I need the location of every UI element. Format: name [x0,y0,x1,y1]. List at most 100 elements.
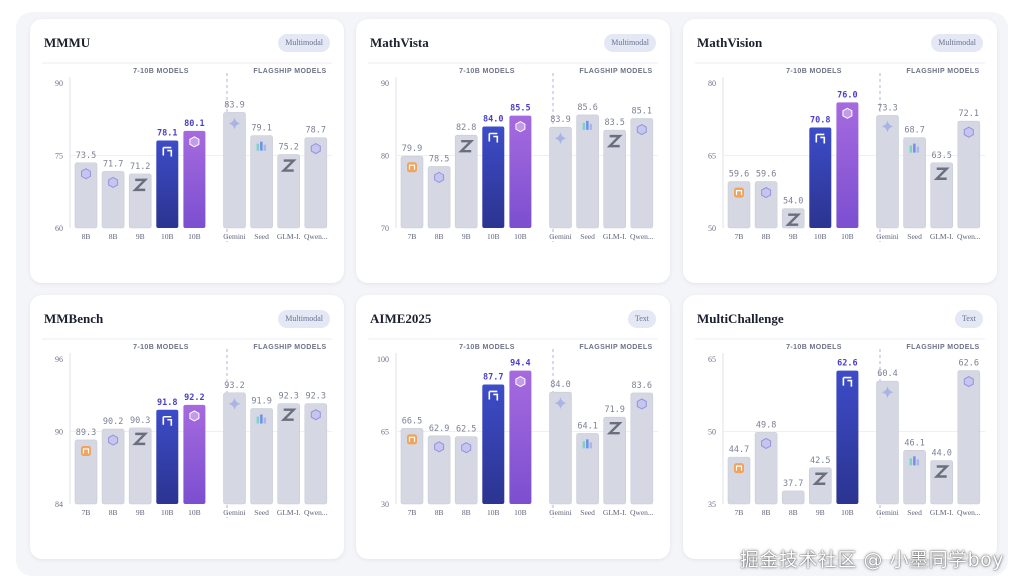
group-label-flagship: FLAGSHIP MODELS [253,68,326,75]
group-label-small: 7-10B MODELS [786,68,842,75]
bar [876,380,899,505]
value-label: 89.3 [76,428,96,438]
bar [304,403,328,505]
category-label: Seed [254,232,269,241]
bar-chart: 7-10B MODELS FLAGSHIP MODELS 65 50 35 44.7 7B 4… [695,338,985,518]
category-label: 9B [136,508,145,517]
category-badge: Text [954,310,983,328]
y-tick-label: 90 [381,79,389,88]
category-label: 10B [487,508,500,517]
gemini-icon [881,120,894,133]
value-label: 68.7 [904,126,924,136]
bar [183,130,206,228]
category-label: GLM-I. [277,232,301,241]
category-label: GLM-I. [930,508,954,517]
bar [549,126,572,229]
bar [277,403,300,505]
gemini-icon [554,397,567,410]
value-label: 93.2 [224,381,244,391]
value-label: 84.0 [483,115,503,125]
qwen-icon [761,437,772,450]
value-label: 42.5 [810,456,830,466]
y-tick-label: 90 [55,428,63,437]
group-label-small: 7-10B MODELS [459,68,515,75]
value-label: 83.9 [224,100,244,110]
bar [930,460,953,505]
value-label: 49.8 [756,420,776,430]
category-label: 7B [408,508,417,517]
bar [482,126,505,228]
category-badge: Multimodal [931,34,983,52]
category-label: 10B [841,508,854,517]
y-tick-label: 60 [55,224,63,233]
category-label: 7B [735,508,744,517]
qwen-icon [963,376,974,388]
group-label-small: 7-10B MODELS [786,344,842,351]
qwen-icon [515,121,526,133]
category-label: 8B [435,508,444,517]
glm-icon [488,132,499,143]
category-label: 9B [789,232,798,241]
zhipu-icon [280,408,297,421]
bar [454,134,478,229]
category-label: 8B [82,232,91,241]
chart-title: MathVision [697,35,763,50]
group-label-flagship: FLAGSHIP MODELS [579,68,652,75]
bar [630,118,654,229]
group-label-small: 7-10B MODELS [459,344,515,351]
bar [630,392,654,505]
category-label: Gemini [876,508,899,517]
bar [957,120,981,229]
value-label: 62.6 [837,359,857,369]
value-label: 80.1 [184,119,204,129]
category-label: GLM-I. [603,508,627,517]
category-label: 10B [161,232,174,241]
chart-title: MathVista [370,35,429,50]
group-label-small: 7-10B MODELS [133,68,189,75]
value-label: 79.1 [251,124,271,134]
category-label: Seed [580,232,595,241]
category-label: Gemini [549,508,572,517]
mi-icon [407,162,417,173]
dashboard-frame: MMMU Multimodal 7-10B MODELS FLAGSHIP MOD… [16,12,1008,576]
glm-icon [488,390,499,401]
category-label: Seed [254,508,269,517]
y-tick-label: 80 [708,79,716,88]
mi-icon [81,445,91,456]
zhipu-icon [458,140,475,153]
bar [727,181,751,229]
category-label: Seed [580,508,595,517]
bar [304,137,328,229]
value-label: 75.2 [278,143,298,153]
value-label: 90.3 [130,416,150,426]
qwen-icon [310,409,321,421]
bar [876,115,899,229]
category-label: 8B [435,232,444,241]
y-tick-label: 35 [708,500,716,509]
bar [781,490,805,505]
value-label: 85.5 [510,104,530,114]
value-label: 62.9 [429,424,449,434]
group-label-small: 7-10B MODELS [133,344,189,351]
value-label: 84.0 [550,380,570,390]
value-label: 62.5 [456,425,476,435]
category-label: Qwen... [957,508,981,517]
chart-title: AIME2025 [370,311,432,326]
value-label: 79.9 [402,144,422,154]
chart-title: MultiChallenge [697,311,784,326]
y-tick-label: 50 [708,224,716,233]
category-label: Gemini [223,508,246,517]
zhipu-icon [812,472,829,485]
value-label: 92.2 [184,393,204,403]
chart-card: AIME2025 Text 7-10B MODELS FLAGSHIP MODEL… [356,295,670,559]
gemini-icon [228,117,241,130]
category-label: 10B [514,508,527,517]
category-label: Qwen... [304,508,328,517]
bar-chart: 7-10B MODELS FLAGSHIP MODELS 90 75 60 73.5 8B 7… [42,62,332,242]
bar [101,428,125,505]
bar [903,450,926,505]
qwen-icon [189,410,200,422]
y-tick-label: 80 [381,152,389,161]
value-label: 83.9 [550,115,570,125]
qwen-icon [515,376,526,388]
